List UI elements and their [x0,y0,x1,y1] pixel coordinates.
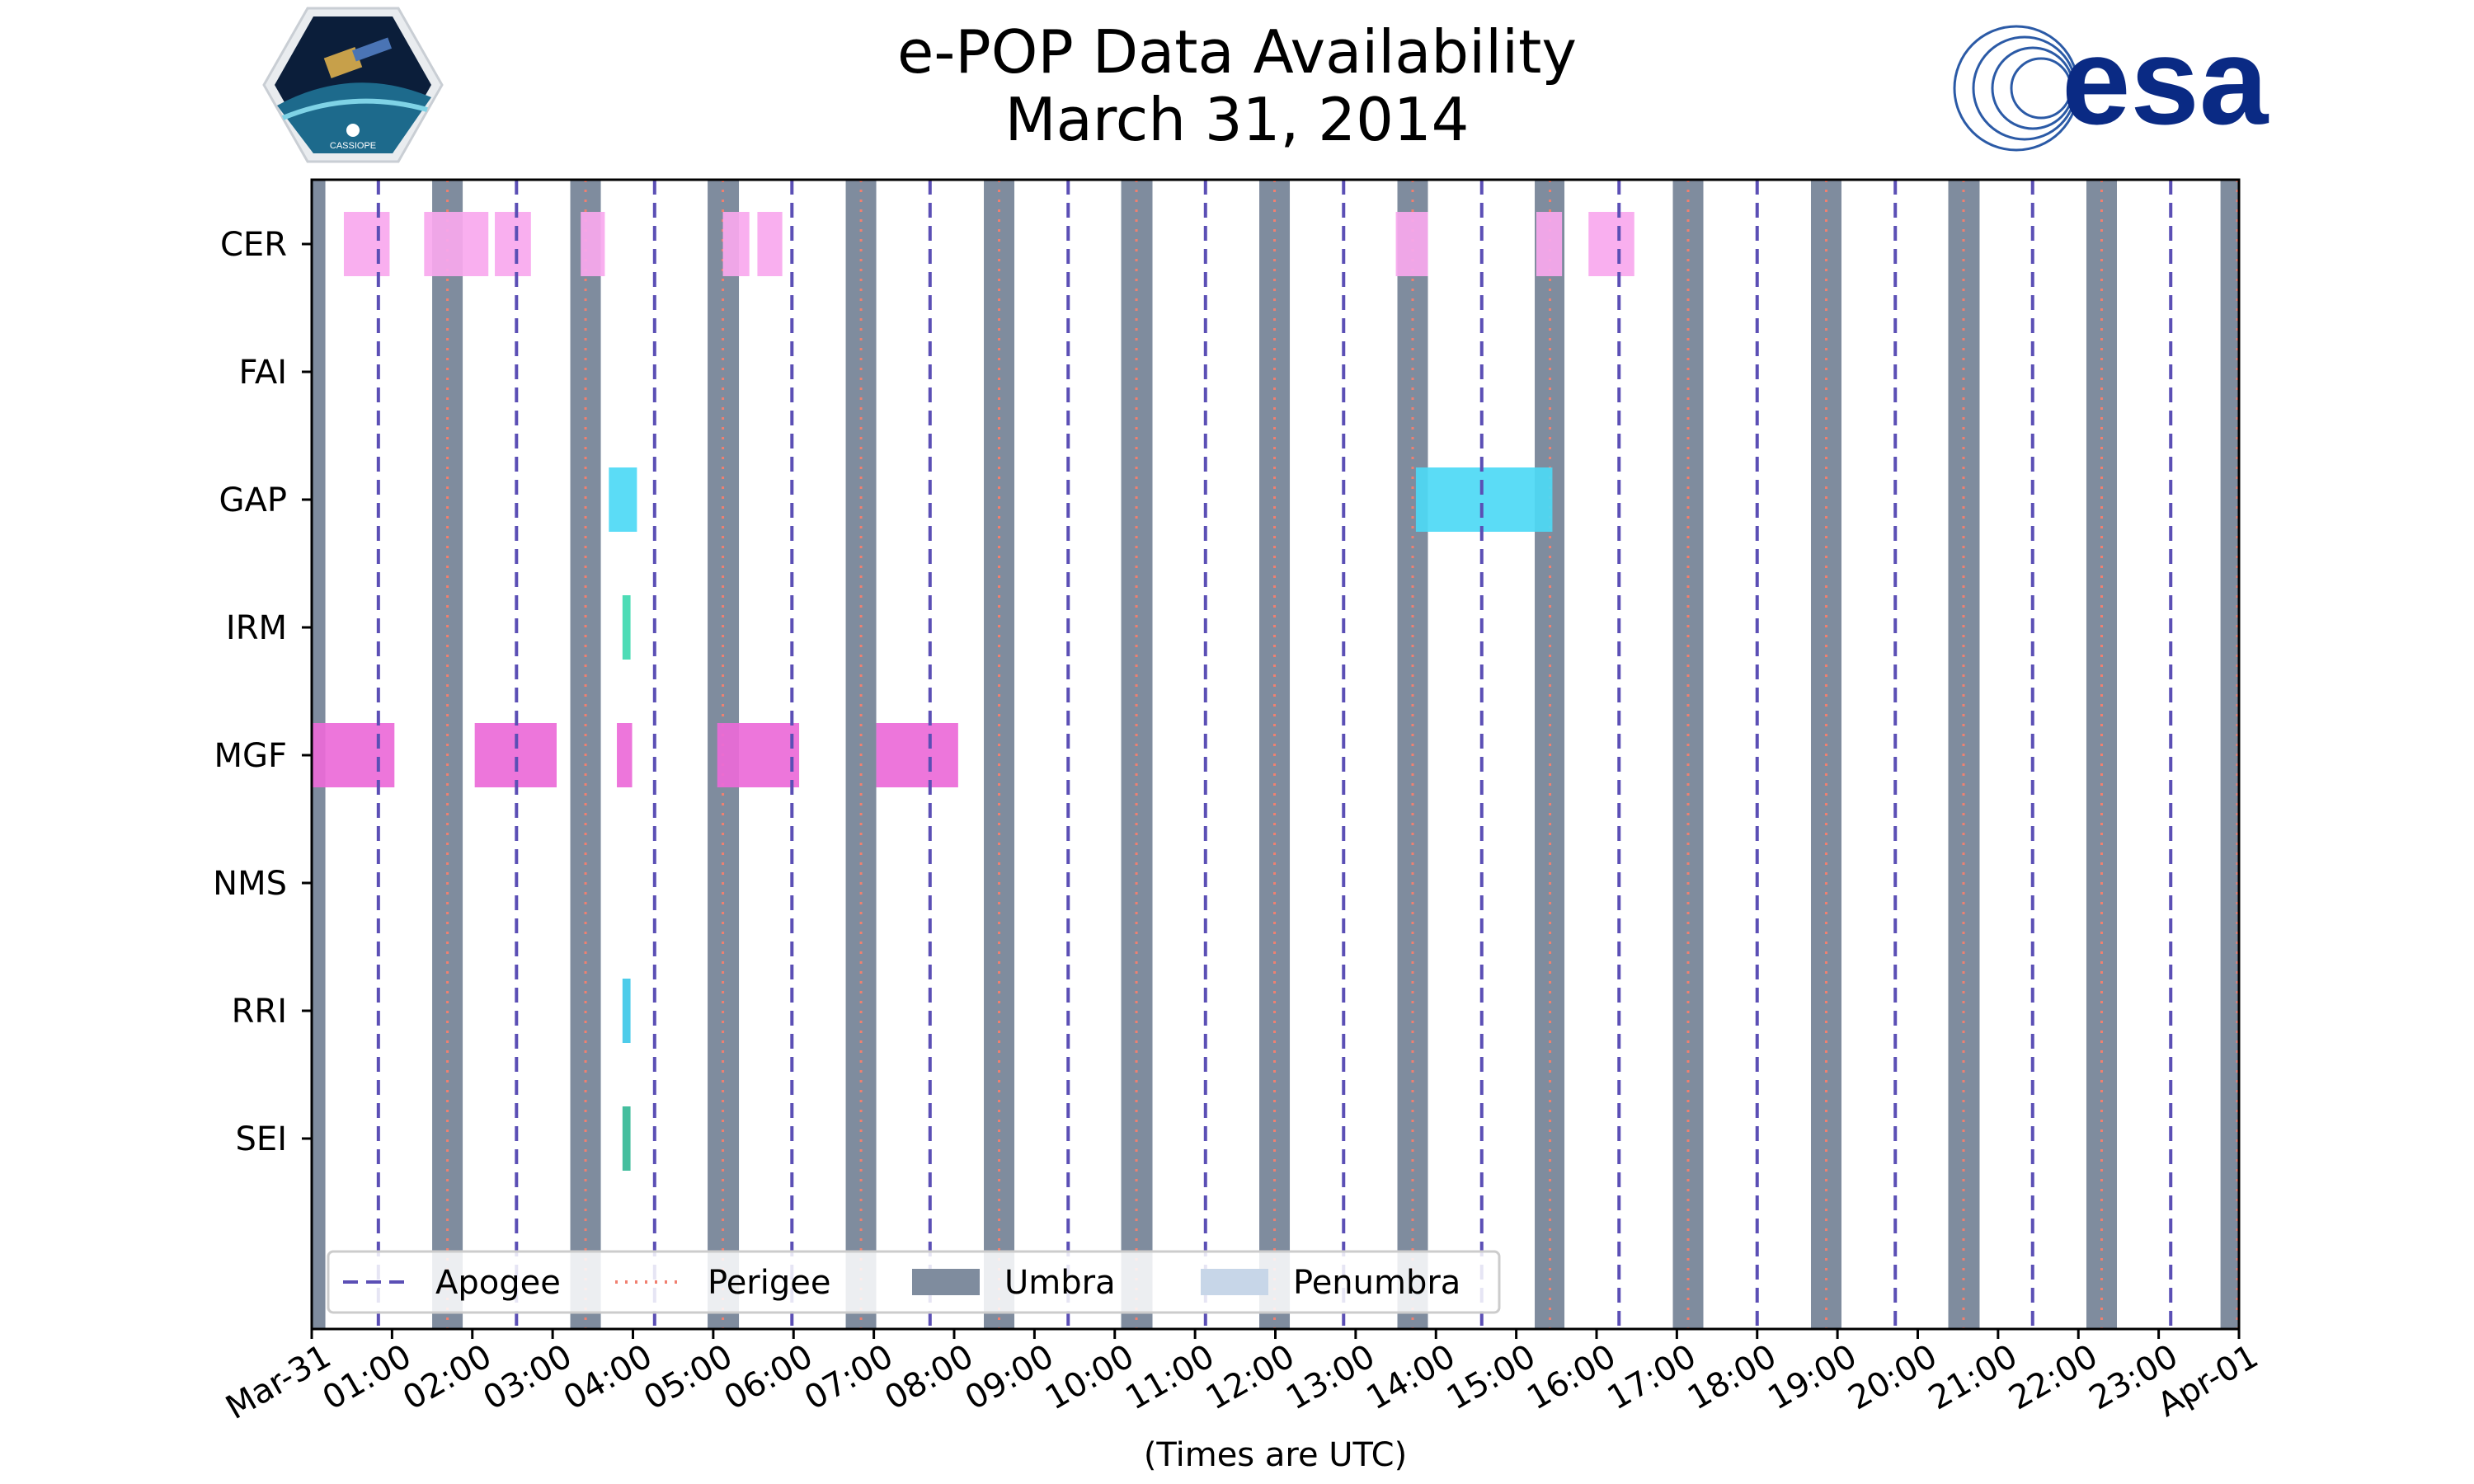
availability-bar-cer [1588,212,1634,276]
availability-bar-cer [424,212,489,276]
y-tick-label-gap: GAP [219,481,287,519]
y-tick-label-rri: RRI [232,993,287,1031]
availability-bar-cer [581,212,605,276]
legend-label-apogee: Apogee [435,1264,561,1302]
legend-penumbra-swatch [1201,1269,1268,1295]
legend-label-perigee: Perigee [708,1264,830,1302]
y-tick-label-fai: FAI [239,354,288,392]
x-tick-label: 22:00 [2003,1337,2105,1417]
availability-bar-irm [622,595,631,660]
x-tick-label: 21:00 [1922,1337,2024,1417]
x-tick-label: 11:00 [1119,1337,1221,1417]
availability-bar-mgf [717,723,800,787]
x-tick-label: 13:00 [1280,1337,1381,1417]
y-tick-label-nms: NMS [213,865,287,903]
y-tick-label-cer: CER [220,226,287,264]
availability-bar-mgf [312,723,395,787]
x-tick-label: 20:00 [1842,1337,1944,1417]
y-tick-label-sei: SEI [236,1120,287,1158]
umbra-band [2220,180,2239,1329]
x-tick-label: 07:00 [798,1337,900,1417]
x-tick-label: 04:00 [557,1337,659,1417]
availability-bar-gap [1415,467,1553,532]
availability-bar-cer [757,212,783,276]
legend-label-umbra: Umbra [1004,1264,1116,1302]
availability-bar-cer [343,212,390,276]
title-line-1: e-POP Data Availability [897,17,1577,87]
x-tick-label: 16:00 [1521,1337,1622,1417]
y-tick-label-irm: IRM [226,609,287,647]
x-tick-label: 08:00 [878,1337,980,1417]
x-tick-label: 18:00 [1681,1337,1783,1417]
x-tick-label: 12:00 [1200,1337,1301,1417]
x-tick-label: 06:00 [718,1337,820,1417]
x-tick-label: 05:00 [637,1337,739,1417]
availability-bar-cer [722,212,750,276]
x-tick-label: 01:00 [317,1337,418,1417]
x-axis-label: (Times are UTC) [1144,1436,1407,1474]
x-tick-label: 09:00 [959,1337,1061,1417]
x-tick-label: 02:00 [397,1337,498,1417]
availability-bar-rri [622,979,631,1043]
availability-bar-cer [1395,212,1428,276]
x-tick-label: 17:00 [1602,1337,1703,1417]
availability-bar-cer [495,212,531,276]
x-tick-label: 10:00 [1039,1337,1141,1417]
esa-logo-text: esa [2062,18,2269,150]
cassiope-logo-label: CASSIOPE [330,141,376,151]
availability-bar-mgf [876,723,958,787]
cassiope-logo-icon: CASSIOPE [262,7,444,163]
x-tick-label: 03:00 [477,1337,578,1417]
legend-label-penumbra: Penumbra [1293,1264,1460,1302]
x-tick-label: 15:00 [1441,1337,1542,1417]
chart-title: e-POP Data Availability March 31, 2014 [0,18,2474,153]
title-line-2: March 31, 2014 [1004,85,1470,154]
availability-bar-mgf [474,723,557,787]
x-tick-label: 14:00 [1361,1337,1462,1417]
availability-bar-sei [622,1106,631,1171]
esa-logo-icon: esa [1953,18,2269,152]
x-tick-label: 19:00 [1761,1337,1863,1417]
y-tick-label-mgf: MGF [214,737,287,775]
availability-bar-gap [609,467,637,532]
legend-umbra-swatch [912,1269,980,1295]
availability-bar-mgf [617,723,633,787]
availability-bar-cer [1536,212,1563,276]
